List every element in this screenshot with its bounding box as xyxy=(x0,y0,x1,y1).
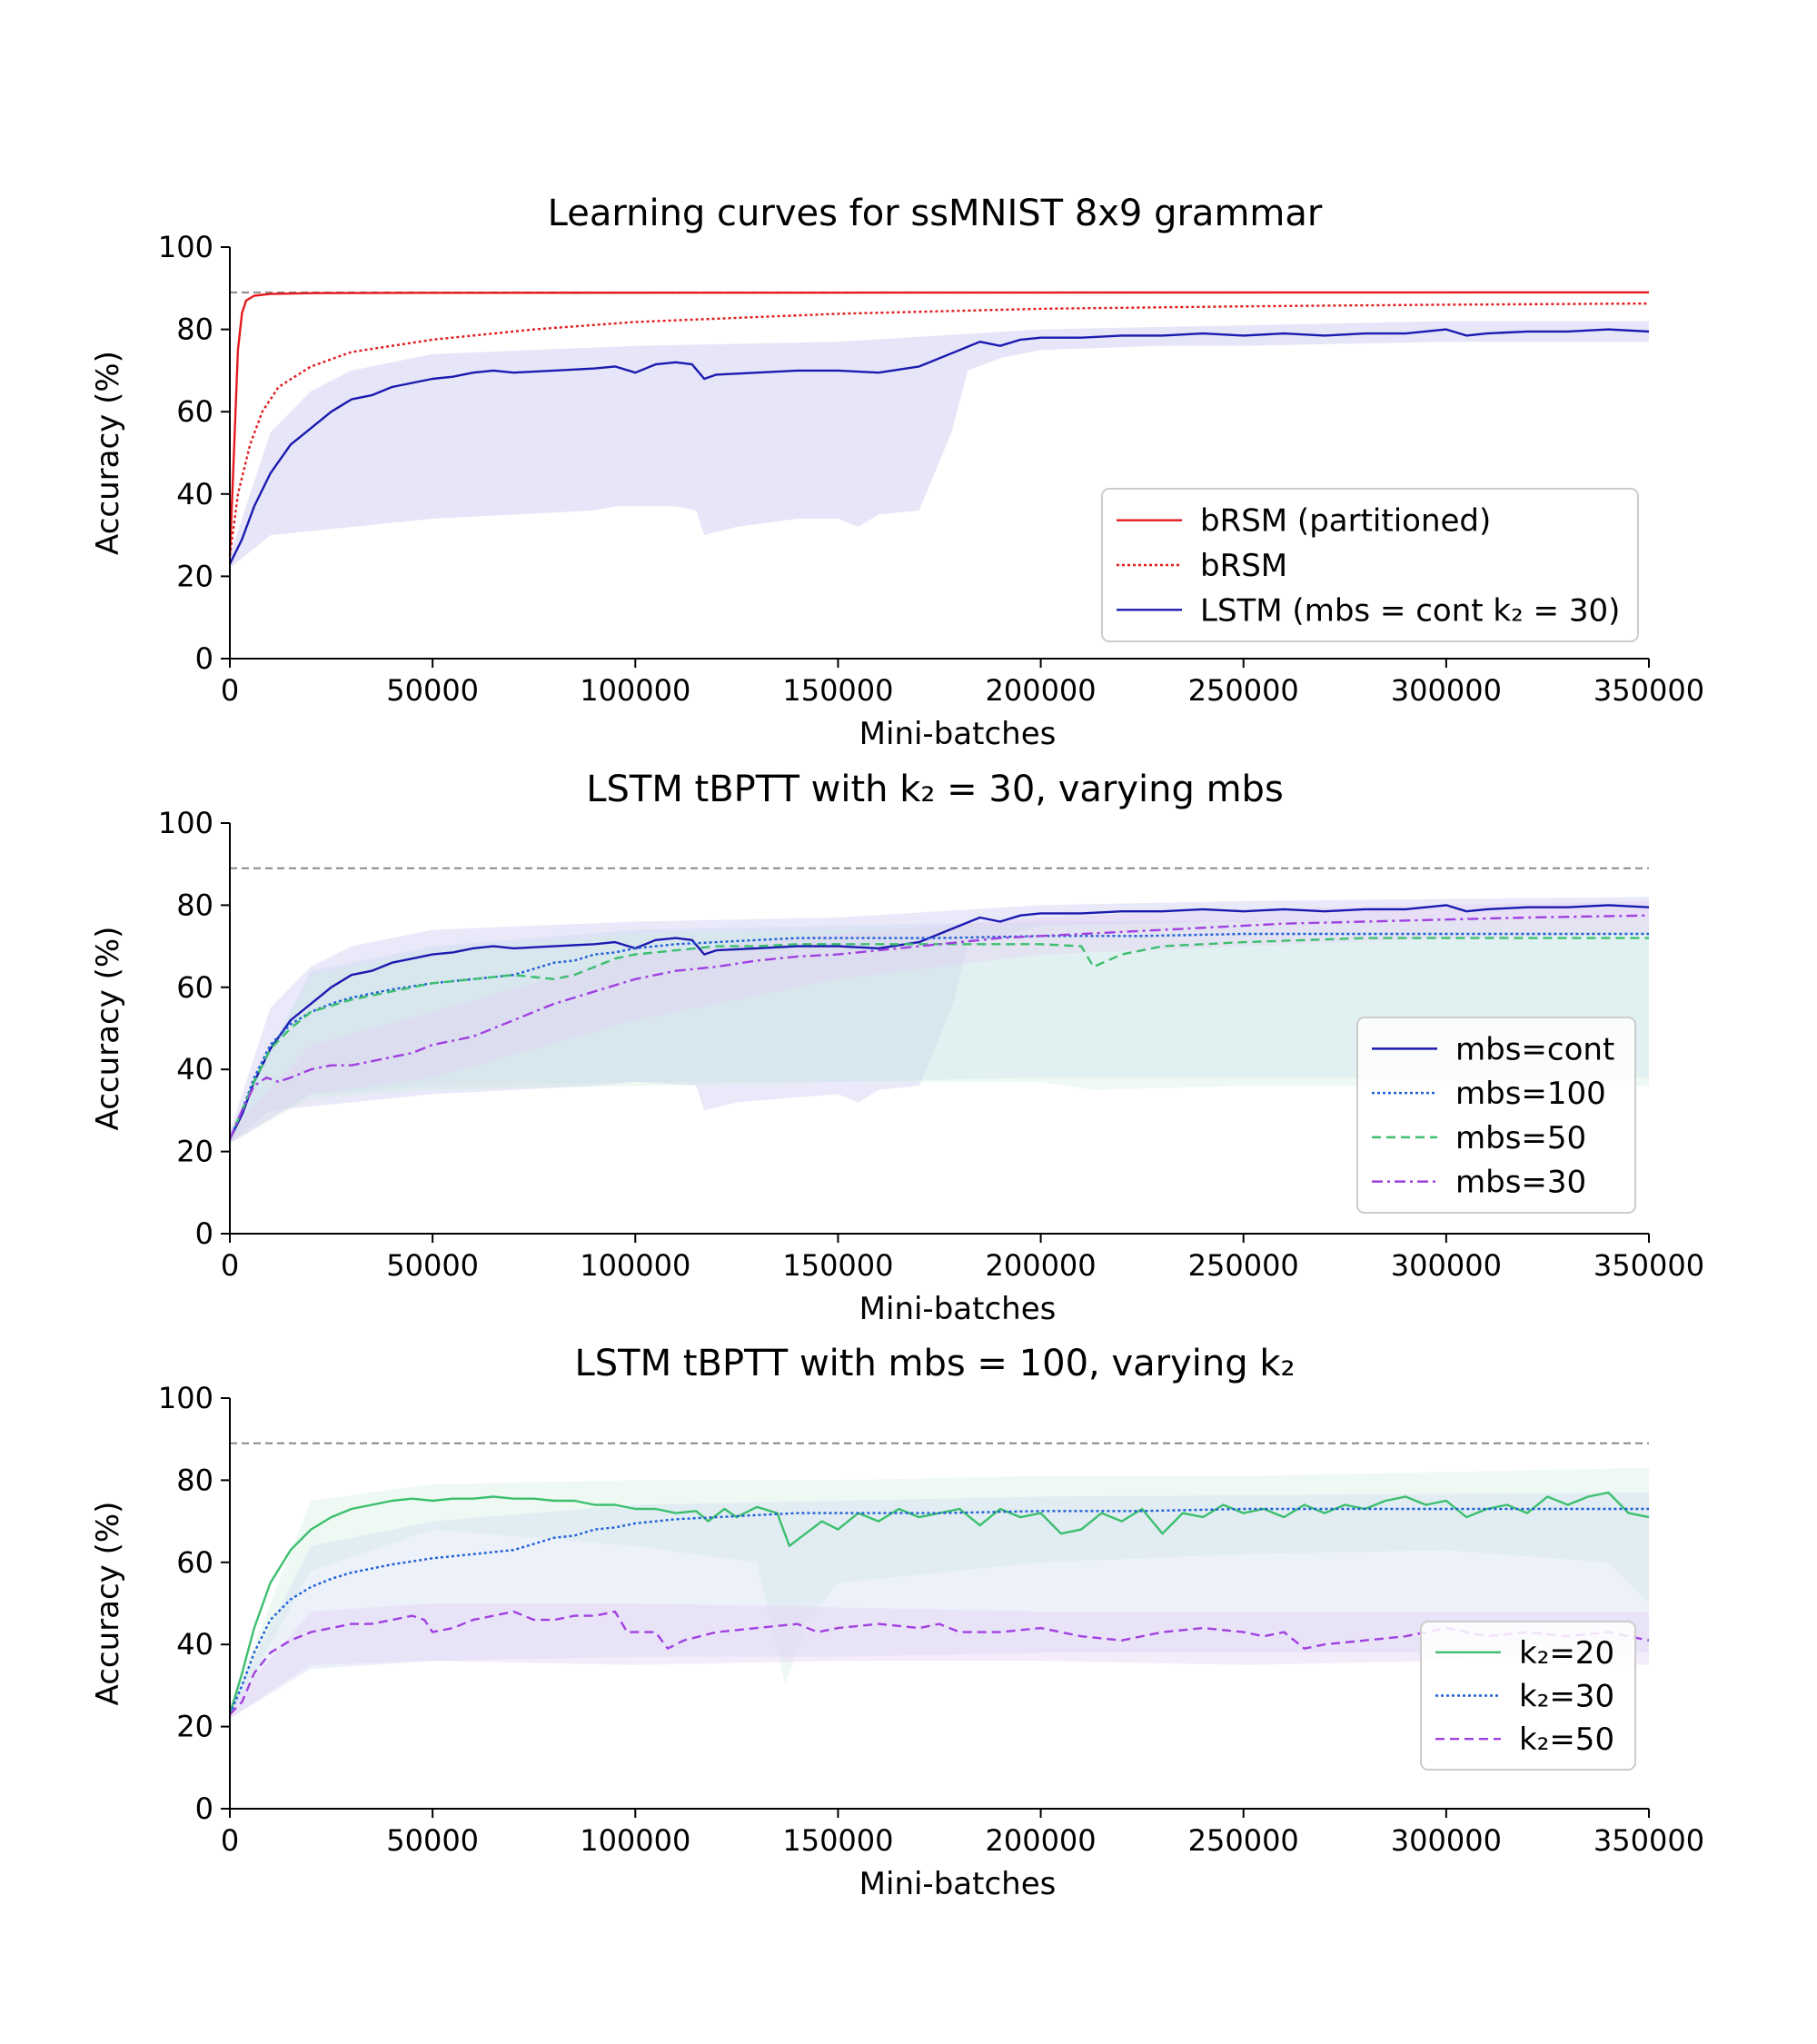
legend-label: mbs=100 xyxy=(1455,1076,1606,1112)
y-tick-label: 0 xyxy=(195,1791,213,1826)
y-tick-label: 0 xyxy=(195,641,213,676)
y-tick-label: 60 xyxy=(176,970,213,1005)
x-tick-label: 250000 xyxy=(1188,1248,1299,1283)
legend-label: bRSM (partitioned) xyxy=(1200,503,1491,540)
y-tick-label: 20 xyxy=(176,559,213,593)
x-tick-label: 350000 xyxy=(1594,1248,1704,1283)
y-tick-label: 40 xyxy=(176,1627,213,1662)
confidence-band xyxy=(230,897,1649,1144)
x-tick-label: 200000 xyxy=(985,1248,1096,1283)
confidence-band xyxy=(230,917,1649,1144)
x-axis-label: Mini-batches xyxy=(859,1291,1057,1327)
x-tick-label: 100000 xyxy=(580,673,690,708)
x-tick-label: 0 xyxy=(221,673,239,708)
series-line xyxy=(228,291,1650,556)
series-line xyxy=(228,1491,1650,1715)
series-line xyxy=(228,914,1650,1140)
y-tick-label: 40 xyxy=(176,477,213,511)
legend-frame xyxy=(1356,1017,1636,1214)
y-tick-label: 0 xyxy=(195,1216,213,1251)
legend: k₂=20 k₂=30 k₂=50 xyxy=(1420,1621,1636,1771)
x-tick-label: 300000 xyxy=(1391,1823,1502,1858)
y-tick-label: 40 xyxy=(176,1052,213,1086)
y-axis-label: Accuracy (%) xyxy=(90,927,126,1131)
x-tick-label: 100000 xyxy=(580,1248,690,1283)
series-line xyxy=(229,1610,1650,1715)
confidence-band xyxy=(230,900,1649,1144)
series-line xyxy=(228,937,1649,1140)
y-tick-label: 100 xyxy=(158,1381,213,1415)
y-tick-label: 80 xyxy=(176,313,213,347)
legend-label: k₂=50 xyxy=(1519,1722,1614,1758)
confidence-band xyxy=(230,321,1649,569)
y-tick-label: 60 xyxy=(176,394,213,429)
y-axis-label: Accuracy (%) xyxy=(90,1502,126,1706)
legend: bRSM (partitioned) bRSM LSTM (mbs = cont k… xyxy=(1101,488,1639,642)
x-tick-label: 300000 xyxy=(1391,673,1502,708)
x-axis-label: Mini-batches xyxy=(859,1866,1057,1902)
x-tick-label: 50000 xyxy=(386,1823,479,1858)
legend-label: LSTM (mbs = cont k₂ = 30) xyxy=(1200,592,1620,629)
x-tick-label: 150000 xyxy=(782,1248,893,1283)
confidence-band xyxy=(230,1467,1649,1719)
x-tick-label: 0 xyxy=(221,1248,239,1283)
legend-label: k₂=30 xyxy=(1519,1679,1614,1715)
y-axis-label: Accuracy (%) xyxy=(90,351,126,555)
x-tick-label: 350000 xyxy=(1594,1823,1704,1858)
legend-frame xyxy=(1420,1621,1636,1771)
legend: mbs=cont mbs=100 mbs=50 mbs=30 xyxy=(1356,1017,1636,1214)
x-tick-label: 300000 xyxy=(1391,1248,1502,1283)
panel-varying-k2: LSTM tBPTT with mbs = 100, varying k₂ 0 5… xyxy=(90,1343,1704,1902)
y-tick-label: 20 xyxy=(176,1135,213,1169)
x-tick-label: 150000 xyxy=(782,673,893,708)
legend-label: k₂=20 xyxy=(1519,1635,1614,1672)
y-tick-label: 80 xyxy=(176,1463,213,1497)
x-tick-label: 50000 xyxy=(386,673,479,708)
legend-frame xyxy=(1101,488,1639,642)
legend-label: mbs=50 xyxy=(1455,1120,1586,1156)
y-tick-label: 80 xyxy=(176,888,213,922)
x-tick-label: 0 xyxy=(221,1823,239,1858)
y-tick-label: 100 xyxy=(158,230,213,264)
series-line xyxy=(228,302,1650,556)
legend-label: mbs=30 xyxy=(1455,1165,1586,1201)
series-line xyxy=(228,328,1650,565)
legend-label: bRSM xyxy=(1200,548,1287,584)
series-line xyxy=(228,1507,1649,1715)
panel-title: LSTM tBPTT with mbs = 100, varying k₂ xyxy=(574,1343,1295,1384)
y-tick-label: 100 xyxy=(158,806,213,840)
panel-title: LSTM tBPTT with k₂ = 30, varying mbs xyxy=(586,769,1284,810)
panel-title: Learning curves for ssMNIST 8x9 grammar xyxy=(548,193,1323,234)
x-tick-label: 250000 xyxy=(1188,673,1299,708)
panel-varying-mbs: LSTM tBPTT with k₂ = 30, varying mbs 0 50… xyxy=(90,769,1704,1327)
y-tick-label: 60 xyxy=(176,1545,213,1580)
panel-learning-curves: Learning curves for ssMNIST 8x9 grammar … xyxy=(90,193,1704,752)
x-tick-label: 250000 xyxy=(1188,1823,1299,1858)
x-tick-label: 200000 xyxy=(985,1823,1096,1858)
x-tick-label: 350000 xyxy=(1594,673,1704,708)
x-axis-label: Mini-batches xyxy=(859,716,1057,752)
confidence-band xyxy=(230,1603,1649,1719)
x-tick-label: 200000 xyxy=(985,673,1096,708)
series-line xyxy=(228,904,1650,1140)
x-tick-label: 50000 xyxy=(386,1248,479,1283)
confidence-band xyxy=(230,1492,1649,1719)
confidence-band xyxy=(230,917,1649,1144)
legend-label: mbs=cont xyxy=(1455,1031,1614,1067)
x-tick-label: 150000 xyxy=(782,1823,893,1858)
y-tick-label: 20 xyxy=(176,1710,213,1744)
x-tick-label: 100000 xyxy=(580,1823,690,1858)
